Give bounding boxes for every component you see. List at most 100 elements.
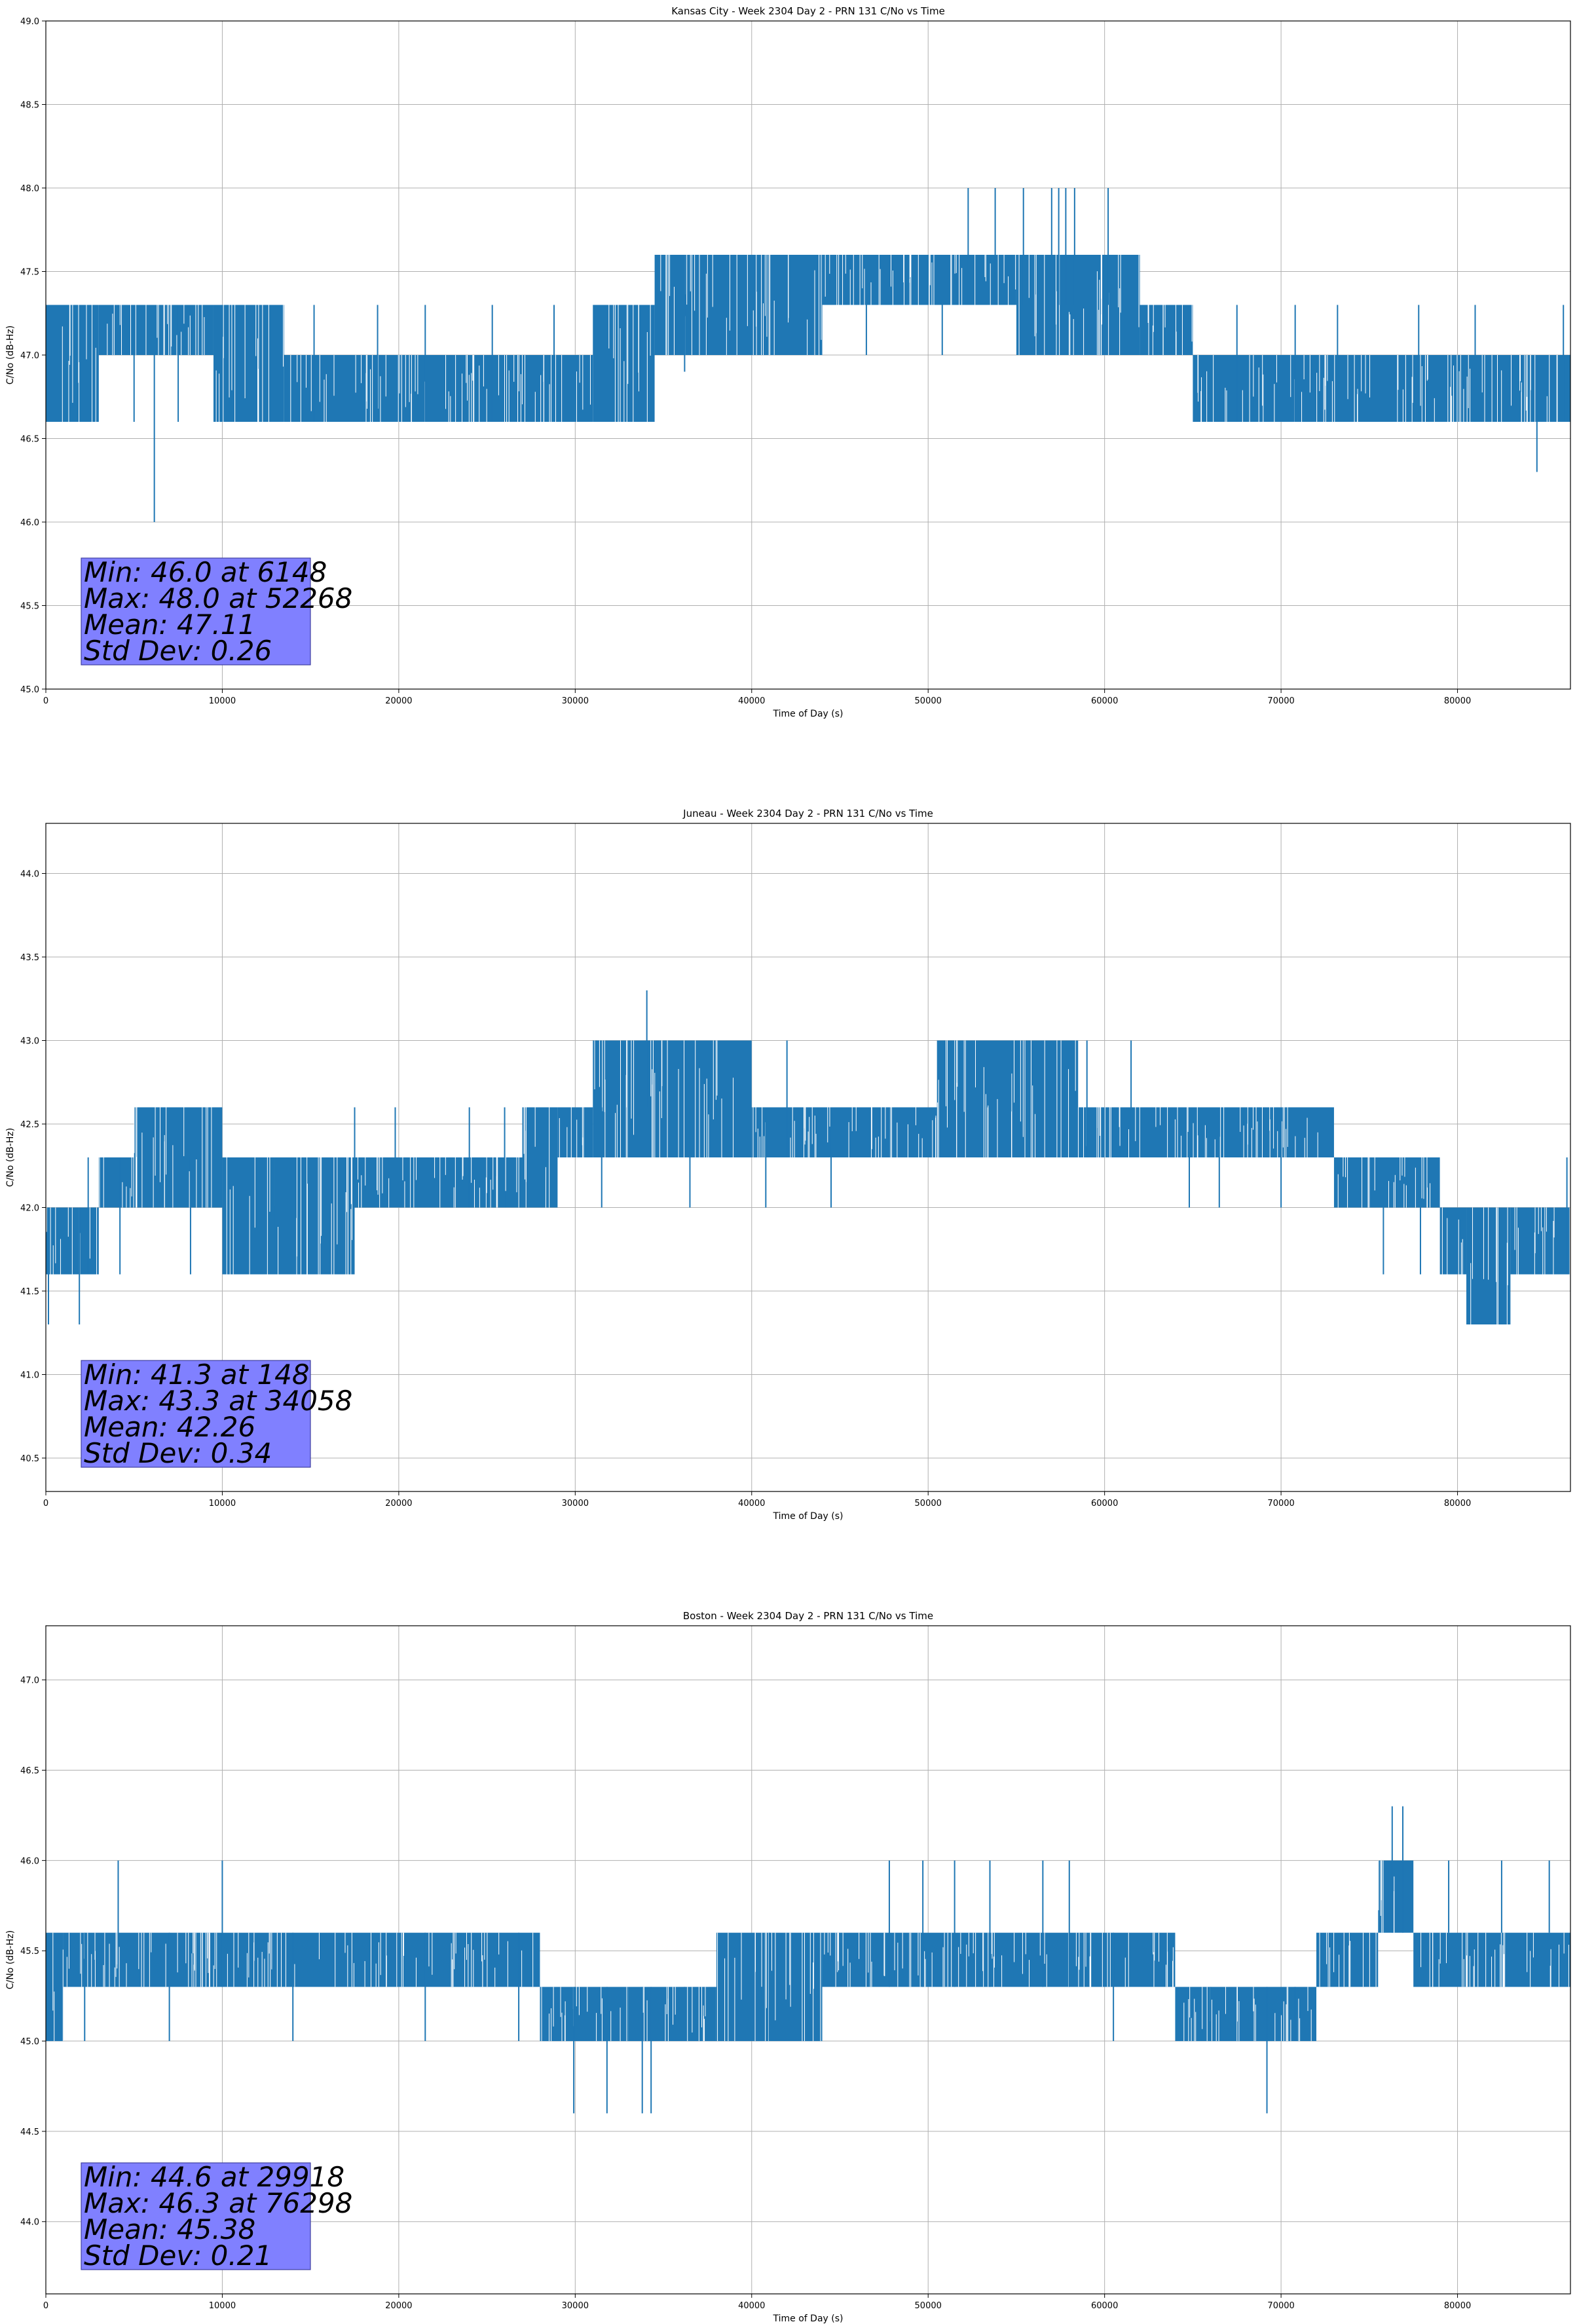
x-tick-label: 30000 bbox=[562, 696, 589, 706]
y-tick-label: 45.0 bbox=[20, 685, 39, 695]
y-tick-label: 47.0 bbox=[20, 1676, 39, 1686]
data-band bbox=[98, 305, 213, 355]
stats-line: Mean: 45.38 bbox=[84, 2213, 255, 2245]
data-band bbox=[284, 355, 593, 422]
y-tick-label: 41.0 bbox=[20, 1371, 39, 1381]
stats-line: Min: 41.3 at 148 bbox=[84, 1359, 310, 1391]
data-band bbox=[557, 1107, 593, 1157]
y-tick-label: 46.0 bbox=[20, 1856, 39, 1866]
x-tick-label: 60000 bbox=[1091, 1499, 1118, 1509]
x-tick-label: 20000 bbox=[385, 696, 412, 706]
y-tick-label: 47.0 bbox=[20, 351, 39, 361]
data-band bbox=[1333, 1157, 1440, 1208]
y-tick-label: 48.0 bbox=[20, 184, 39, 194]
plot-frame bbox=[45, 20, 1571, 690]
data-band bbox=[522, 1107, 558, 1208]
stats-line: Max: 48.0 at 52268 bbox=[84, 582, 352, 614]
chart-title: Boston - Week 2304 Day 2 - PRN 131 C/No … bbox=[683, 1610, 933, 1622]
y-tick-label: 41.5 bbox=[20, 1287, 39, 1297]
y-tick-label: 49.0 bbox=[20, 17, 39, 27]
stats-line: Mean: 47.11 bbox=[84, 609, 255, 641]
y-tick-label: 48.5 bbox=[20, 101, 39, 111]
data-band bbox=[751, 1107, 937, 1157]
chart-panel-2: Juneau - Week 2304 Day 2 - PRN 131 C/No … bbox=[5, 808, 1571, 1522]
y-tick-label: 42.0 bbox=[20, 1204, 39, 1214]
data-band bbox=[46, 1932, 64, 2042]
x-tick-label: 80000 bbox=[1444, 696, 1471, 706]
chart-panel-3: Boston - Week 2304 Day 2 - PRN 131 C/No … bbox=[5, 1610, 1571, 2324]
y-tick-label: 40.5 bbox=[20, 1454, 39, 1464]
x-tick-label: 20000 bbox=[385, 2301, 412, 2311]
data-band bbox=[1193, 355, 1570, 422]
data-band bbox=[63, 1932, 540, 1987]
data-band bbox=[1175, 1987, 1316, 2042]
stats-line: Mean: 42.26 bbox=[84, 1411, 255, 1443]
x-axis-label: Time of Day (s) bbox=[773, 1511, 844, 1522]
data-band bbox=[654, 255, 823, 355]
plot-frame bbox=[45, 1625, 1571, 2295]
data-band bbox=[213, 305, 284, 422]
data-band bbox=[222, 1157, 355, 1275]
x-tick-label: 20000 bbox=[385, 1499, 412, 1509]
x-tick-label: 40000 bbox=[738, 696, 765, 706]
y-axis-label: C/No (dB-Hz) bbox=[5, 1128, 16, 1187]
stats-line: Min: 46.0 at 6148 bbox=[84, 556, 327, 588]
x-tick-label: 70000 bbox=[1267, 1499, 1294, 1509]
y-tick-label: 46.0 bbox=[20, 518, 39, 528]
stats-line: Std Dev: 0.26 bbox=[84, 635, 272, 667]
y-tick-label: 42.5 bbox=[20, 1120, 39, 1130]
chart-title: Juneau - Week 2304 Day 2 - PRN 131 C/No … bbox=[682, 808, 933, 819]
data-band bbox=[1439, 1207, 1467, 1275]
y-axis-label: C/No (dB-Hz) bbox=[5, 326, 16, 384]
x-axis-label: Time of Day (s) bbox=[773, 2314, 844, 2324]
x-tick-label: 30000 bbox=[562, 2301, 589, 2311]
stats-box bbox=[81, 2162, 311, 2270]
stats-line: Std Dev: 0.21 bbox=[84, 2240, 272, 2272]
data-band bbox=[1016, 255, 1140, 355]
x-tick-label: 60000 bbox=[1091, 696, 1118, 706]
chart-title: Kansas City - Week 2304 Day 2 - PRN 131 … bbox=[671, 5, 945, 17]
x-tick-label: 70000 bbox=[1267, 2301, 1294, 2311]
y-tick-label: 44.5 bbox=[20, 2127, 39, 2137]
y-tick-label: 44.0 bbox=[20, 2218, 39, 2228]
data-series bbox=[46, 1806, 1570, 2114]
data-band bbox=[1413, 1932, 1570, 1987]
data-series bbox=[46, 188, 1570, 522]
x-tick-label: 80000 bbox=[1444, 2301, 1471, 2311]
data-band bbox=[593, 1040, 752, 1157]
data-band bbox=[98, 1157, 134, 1208]
data-band bbox=[134, 1107, 223, 1208]
y-axis-label: C/No (dB-Hz) bbox=[5, 1930, 16, 1989]
x-tick-label: 30000 bbox=[562, 1499, 589, 1509]
y-tick-label: 43.5 bbox=[20, 953, 39, 963]
stats-box bbox=[81, 557, 311, 665]
x-tick-label: 0 bbox=[43, 696, 48, 706]
x-tick-label: 10000 bbox=[209, 2301, 236, 2311]
x-tick-label: 50000 bbox=[915, 1499, 942, 1509]
data-band bbox=[822, 255, 1016, 305]
data-series bbox=[46, 990, 1570, 1324]
x-axis-label: Time of Day (s) bbox=[773, 709, 844, 719]
x-tick-label: 10000 bbox=[209, 1499, 236, 1509]
data-band bbox=[1078, 1107, 1334, 1157]
x-tick-label: 40000 bbox=[738, 2301, 765, 2311]
data-band bbox=[1316, 1932, 1379, 1987]
y-tick-label: 45.5 bbox=[20, 1947, 39, 1957]
stats-line: Max: 43.3 at 34058 bbox=[84, 1385, 352, 1417]
y-tick-label: 47.5 bbox=[20, 268, 39, 278]
data-band bbox=[540, 1987, 629, 2042]
data-band bbox=[1510, 1207, 1570, 1275]
y-tick-label: 45.0 bbox=[20, 2037, 39, 2047]
x-tick-label: 0 bbox=[43, 1499, 48, 1509]
y-tick-label: 46.5 bbox=[20, 1767, 39, 1776]
x-tick-label: 70000 bbox=[1267, 696, 1294, 706]
y-tick-label: 43.0 bbox=[20, 1037, 39, 1047]
x-tick-label: 50000 bbox=[915, 696, 942, 706]
stats-line: Std Dev: 0.34 bbox=[84, 1437, 272, 1469]
data-band bbox=[937, 1040, 1079, 1157]
y-tick-label: 46.5 bbox=[20, 435, 39, 445]
x-tick-label: 40000 bbox=[738, 1499, 765, 1509]
stats-line: Max: 46.3 at 76298 bbox=[84, 2187, 352, 2219]
y-tick-label: 45.5 bbox=[20, 602, 39, 612]
